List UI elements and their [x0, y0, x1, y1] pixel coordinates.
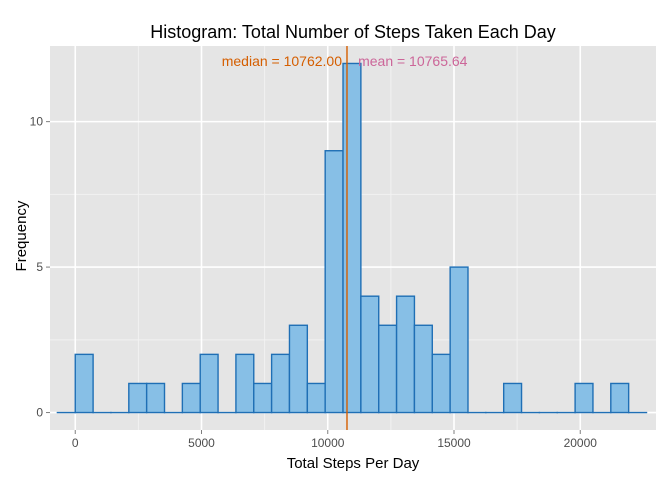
histogram-bar — [128, 382, 148, 414]
x-axis-title: Total Steps Per Day — [287, 455, 420, 472]
histogram-bar — [74, 353, 94, 414]
y-tick-label: 0 — [36, 406, 43, 420]
histogram-bar — [235, 353, 255, 414]
histogram-bar — [502, 382, 523, 414]
histogram-bar — [610, 382, 630, 414]
histogram-bar — [306, 382, 326, 414]
histogram-bar — [431, 353, 451, 414]
x-tick-label: 10000 — [311, 436, 345, 450]
median-label: median = 10762.00 — [222, 53, 342, 69]
y-tick-label: 5 — [36, 260, 43, 274]
y-tick-label: 10 — [30, 115, 44, 129]
histogram-bar — [449, 266, 469, 414]
mean-label: mean = 10765.64 — [358, 53, 468, 69]
histogram-bar — [574, 382, 594, 414]
histogram-bar — [253, 382, 273, 414]
x-tick-label: 15000 — [437, 436, 471, 450]
histogram-bar — [181, 382, 201, 414]
histogram-bar — [324, 150, 344, 414]
x-tick-label: 0 — [72, 436, 79, 450]
histogram-bar — [395, 295, 416, 414]
x-tick-label: 5000 — [188, 436, 215, 450]
histogram-bar — [342, 62, 362, 414]
x-axis-ticks: 0 5000 10000 15000 20000 — [72, 430, 597, 450]
histogram-bar — [413, 324, 433, 414]
y-axis-ticks: 0 5 10 — [30, 115, 50, 420]
histogram-bar — [199, 353, 219, 414]
histogram-bar — [360, 295, 380, 414]
chart-title: Histogram: Total Number of Steps Taken E… — [150, 22, 556, 42]
histogram-bar — [145, 382, 166, 414]
histogram-bar — [270, 353, 291, 414]
histogram-bar — [288, 324, 309, 414]
histogram-bar — [378, 324, 398, 414]
y-axis-title: Frequency — [13, 200, 30, 271]
x-tick-label: 20000 — [564, 436, 598, 450]
